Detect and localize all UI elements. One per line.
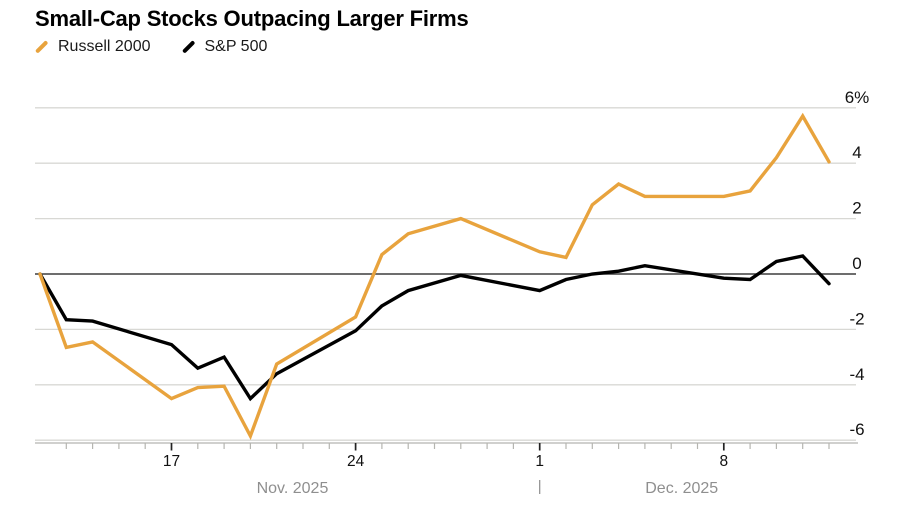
russell-2000-line-icon xyxy=(34,40,49,54)
y-tick-label: 6% xyxy=(845,88,870,107)
month-label: Dec. 2025 xyxy=(645,480,718,497)
y-tick-label: -4 xyxy=(849,365,864,384)
y-tick-label: 4 xyxy=(852,143,861,162)
y-tick-label: 0 xyxy=(852,254,861,273)
x-tick-label: 17 xyxy=(163,453,180,470)
x-tick-label: 1 xyxy=(535,453,544,470)
month-separator: | xyxy=(538,478,542,495)
legend-label: Russell 2000 xyxy=(58,38,151,55)
legend: Russell 2000 S&P 500 xyxy=(34,38,267,56)
legend-item-sp-500: S&P 500 xyxy=(181,38,268,56)
y-tick-label: -6 xyxy=(849,420,864,439)
legend-label: S&P 500 xyxy=(204,38,268,55)
page-title: Small-Cap Stocks Outpacing Larger Firms xyxy=(35,6,469,31)
month-label: Nov. 2025 xyxy=(257,480,329,497)
sp-500-line-icon xyxy=(181,40,195,54)
legend-item-russell-2000: Russell 2000 xyxy=(34,38,151,56)
y-tick-label: 2 xyxy=(852,199,861,218)
series-line-russell-2000 xyxy=(38,112,831,441)
x-tick-label: 24 xyxy=(347,453,365,470)
y-tick-label: -2 xyxy=(849,309,864,328)
x-tick-label: 8 xyxy=(719,453,728,470)
series-line-s-p-500 xyxy=(38,254,831,402)
